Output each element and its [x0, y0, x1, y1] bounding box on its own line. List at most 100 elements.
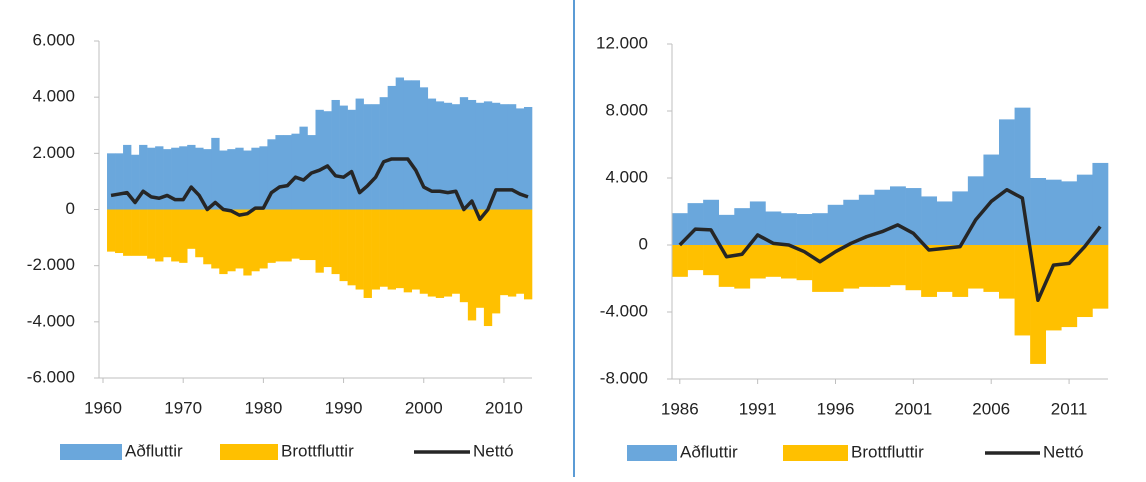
x-tick-label: 1991: [739, 399, 777, 418]
x-tick-label: 1990: [325, 398, 363, 417]
y-tick-label: 12.000: [596, 33, 648, 52]
bar: [936, 201, 953, 245]
bar: [355, 209, 364, 290]
bar: [459, 97, 469, 210]
x-tick-label: 1996: [817, 399, 855, 418]
bar: [874, 245, 891, 287]
bar: [936, 245, 953, 292]
bar: [952, 191, 969, 245]
bar: [195, 147, 204, 210]
bar: [467, 99, 477, 210]
bar: [687, 203, 704, 245]
bar: [395, 77, 405, 210]
y-tick-label: 6.000: [32, 30, 75, 49]
bar: [371, 104, 380, 210]
legend-label: Nettó: [1043, 442, 1084, 461]
bar: [275, 209, 284, 262]
bar: [115, 153, 124, 210]
bar: [1045, 245, 1062, 331]
bar: [387, 209, 396, 290]
bar: [921, 245, 938, 297]
bar: [419, 87, 429, 210]
y-tick-label: 0: [66, 199, 75, 218]
bar: [749, 201, 766, 245]
bar: [523, 209, 533, 300]
bar: [812, 213, 829, 245]
bar: [139, 144, 148, 210]
bar: [107, 153, 116, 210]
bar: [499, 104, 509, 210]
bar: [874, 189, 891, 245]
bar: [427, 209, 437, 297]
bar: [1076, 245, 1093, 318]
x-tick-label: 1960: [84, 398, 122, 417]
y-tick-label: -2.000: [27, 255, 75, 274]
bar: [187, 144, 196, 210]
bar: [459, 209, 469, 303]
x-tick-label: 2010: [485, 398, 523, 417]
bar: [363, 209, 372, 298]
bar: [115, 209, 124, 254]
bar: [243, 209, 252, 276]
bar: [1076, 174, 1093, 245]
bar: [1014, 107, 1031, 246]
x-tick-label: 2011: [1051, 399, 1088, 418]
bar: [107, 209, 116, 252]
bar: [967, 245, 984, 289]
bar: [171, 209, 180, 262]
bar: [435, 101, 445, 210]
bar: [1030, 178, 1047, 245]
y-tick-label: -4.000: [27, 311, 75, 330]
bar: [283, 135, 292, 210]
bar: [515, 209, 525, 294]
x-tick-label: 1986: [661, 399, 699, 418]
bar: [475, 102, 485, 210]
bar: [435, 209, 445, 298]
y-tick-label: -6.000: [27, 367, 75, 386]
bar: [195, 209, 204, 258]
bar: [905, 245, 922, 291]
y-tick-label: 4.000: [32, 87, 75, 106]
bar: [299, 209, 308, 261]
bar: [347, 209, 356, 286]
bar: [687, 245, 704, 271]
bar: [235, 147, 244, 210]
bar: [1092, 162, 1109, 245]
bar: [507, 104, 517, 210]
bar: [491, 209, 501, 314]
bar: [749, 245, 766, 279]
bar: [163, 149, 172, 210]
bar: [171, 147, 180, 210]
bar: [347, 109, 356, 210]
bar: [259, 209, 268, 269]
bar: [703, 245, 720, 276]
bar: [523, 106, 533, 210]
bar: [371, 209, 380, 290]
line: [678, 187, 1102, 303]
bar: [179, 209, 188, 263]
bar: [1092, 245, 1109, 309]
bar: [672, 245, 688, 277]
legend-label: Brottfluttir: [851, 442, 924, 461]
bar: [827, 204, 844, 245]
legend-swatch: [627, 445, 677, 461]
x-tick-label: 2001: [894, 399, 932, 418]
bar: [275, 135, 284, 210]
bar: [243, 150, 252, 210]
bar: [147, 147, 156, 210]
bar: [1014, 245, 1031, 336]
bar: [211, 209, 220, 269]
bar: [781, 245, 797, 279]
bar: [363, 104, 372, 210]
bar: [843, 245, 860, 289]
bar: [812, 245, 829, 292]
bar: [339, 105, 348, 210]
bar: [379, 97, 388, 210]
legend-label: Aðfluttir: [680, 442, 738, 461]
legend-label: Aðfluttir: [125, 441, 183, 460]
x-tick-label: 1970: [164, 398, 202, 417]
bar: [672, 213, 688, 245]
bar: [235, 209, 244, 269]
bar: [734, 208, 751, 245]
bar: [411, 209, 421, 290]
